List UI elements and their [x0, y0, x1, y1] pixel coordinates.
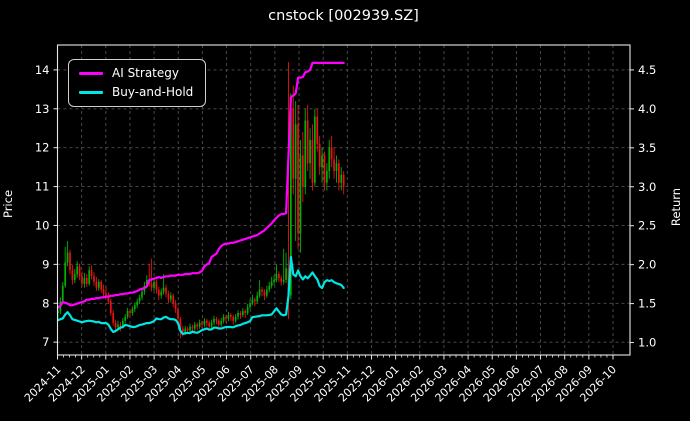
grid-layer [57, 45, 630, 355]
axes-layer: 78910111213141.01.52.02.53.03.54.04.5202… [22, 63, 656, 405]
price-tick-label: 14 [35, 63, 50, 77]
price-tick-label: 10 [35, 218, 50, 232]
ai-strategy-line [56, 61, 345, 309]
price-axis-label: Price [1, 189, 15, 219]
legend-entry-ai-strategy: AI Strategy [79, 66, 193, 80]
plot-border [56, 44, 631, 356]
return-tick-label: 1.0 [638, 336, 656, 350]
buy-and-hold-line [56, 255, 345, 336]
return-tick-label: 2.0 [638, 258, 656, 272]
price-tick-label: 12 [35, 141, 50, 155]
price-tick-label: 8 [42, 296, 49, 310]
legend-entry-buy-and-hold: Buy-and-Hold [79, 85, 194, 100]
price-tick-label: 9 [42, 257, 49, 271]
legend: AI Strategy Buy-and-Hold [68, 59, 207, 108]
return-tick-label: 4.5 [638, 63, 656, 77]
candlesticks-layer [57, 62, 345, 339]
legend-label-buy-and-hold: Buy-and-Hold [112, 85, 194, 100]
return-tick-label: 3.5 [638, 141, 656, 155]
ai-strategy-line-swatch [79, 72, 103, 76]
buy-and-hold-line-swatch [79, 91, 103, 95]
return-tick-label: 4.0 [638, 102, 656, 116]
return-tick-label: 2.5 [638, 219, 656, 233]
legend-label-ai-strategy: AI Strategy [112, 66, 179, 80]
return-axis-label: Return [669, 187, 683, 227]
price-tick-label: 13 [35, 102, 50, 116]
chart-title: cnstock [002939.SZ] [268, 8, 419, 24]
return-tick-label: 3.0 [638, 180, 656, 194]
price-tick-label: 7 [42, 335, 49, 349]
return-tick-label: 1.5 [638, 297, 656, 311]
price-tick-label: 11 [35, 180, 50, 194]
